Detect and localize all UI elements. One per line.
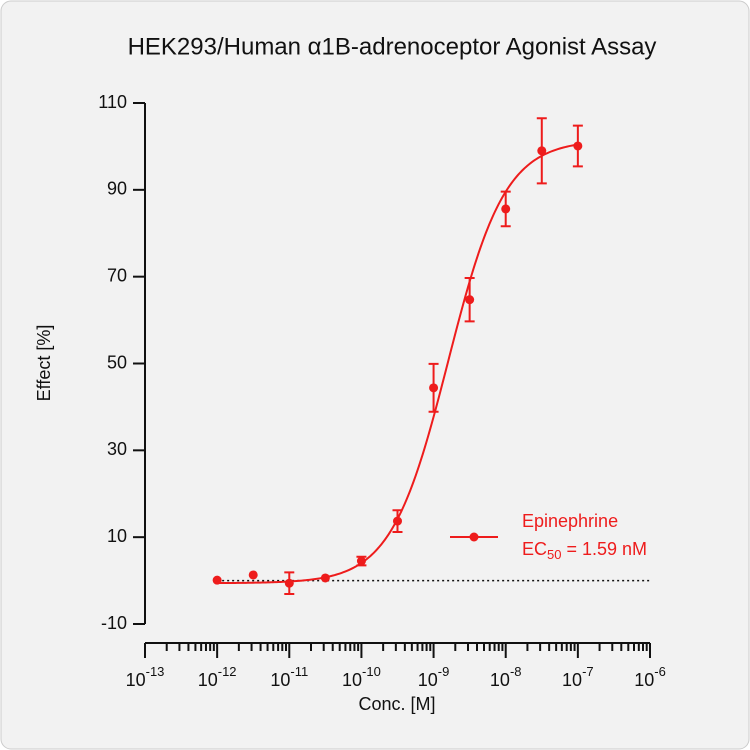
data-point	[537, 146, 547, 156]
x-tick-base: 10	[562, 670, 582, 690]
x-tick-exponent: -12	[218, 664, 237, 679]
legend-note-subscript: 50	[547, 547, 561, 562]
x-tick-base: 10	[418, 670, 438, 690]
x-tick-label: 10-13	[126, 664, 165, 689]
data-point	[429, 383, 439, 393]
y-tick-label: 10	[107, 526, 127, 546]
y-tick-label: -10	[101, 613, 127, 633]
data-point	[573, 141, 583, 151]
x-tick-exponent: -7	[582, 664, 594, 679]
x-tick-label: 10-7	[562, 664, 594, 689]
data-point	[284, 578, 294, 588]
x-axis-title: Conc. [M]	[358, 694, 435, 714]
data-point	[212, 575, 222, 585]
x-tick-label: 10-6	[634, 664, 666, 689]
y-axis-title: Effect [%]	[34, 325, 54, 402]
y-tick-label: 70	[107, 265, 127, 285]
legend-note-text: = 1.59 nM	[561, 539, 647, 559]
data-point	[465, 295, 475, 305]
y-tick-label: 50	[107, 352, 127, 372]
legend-marker	[469, 532, 479, 542]
data-point	[501, 204, 511, 214]
x-tick-base: 10	[634, 670, 654, 690]
x-tick-exponent: -13	[146, 664, 165, 679]
x-tick-label: 10-9	[418, 664, 450, 689]
legend-label: Epinephrine	[522, 511, 618, 531]
chart-title: HEK293/Human α1B-adrenoceptor Agonist As…	[128, 33, 657, 60]
x-tick-base: 10	[490, 670, 510, 690]
x-tick-label: 10-12	[198, 664, 237, 689]
x-tick-base: 10	[126, 670, 146, 690]
data-point	[320, 573, 330, 583]
x-tick-label: 10-11	[270, 664, 308, 689]
data-point	[248, 570, 258, 580]
x-tick-base: 10	[270, 670, 290, 690]
legend-note-prefix: EC	[522, 539, 547, 559]
y-tick-label: 30	[107, 439, 127, 459]
x-tick-exponent: -11	[290, 664, 308, 679]
data-point	[392, 516, 402, 526]
x-tick-base: 10	[198, 670, 218, 690]
legend-note: EC50 = 1.59 nM	[522, 539, 647, 563]
x-tick-exponent: -8	[510, 664, 522, 679]
x-tick-exponent: -6	[654, 664, 666, 679]
y-tick-label: 90	[107, 179, 127, 199]
y-tick-label: 110	[98, 92, 127, 112]
x-tick-label: 10-10	[342, 664, 381, 689]
x-tick-exponent: -10	[362, 664, 381, 679]
data-point	[356, 556, 366, 566]
x-tick-base: 10	[342, 670, 362, 690]
x-tick-exponent: -9	[438, 664, 450, 679]
x-tick-label: 10-8	[490, 664, 522, 689]
